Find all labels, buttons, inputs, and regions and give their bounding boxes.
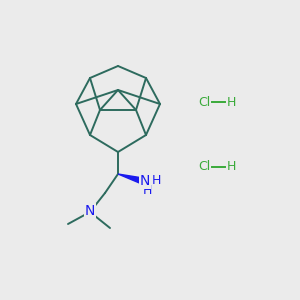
Text: Cl: Cl <box>198 160 210 173</box>
Text: N: N <box>85 204 95 218</box>
Text: Cl: Cl <box>198 95 210 109</box>
Text: H: H <box>227 160 236 173</box>
Text: N: N <box>140 174 150 188</box>
Text: H: H <box>227 95 236 109</box>
Polygon shape <box>118 174 147 185</box>
Text: H: H <box>151 175 161 188</box>
Text: H: H <box>142 184 152 197</box>
